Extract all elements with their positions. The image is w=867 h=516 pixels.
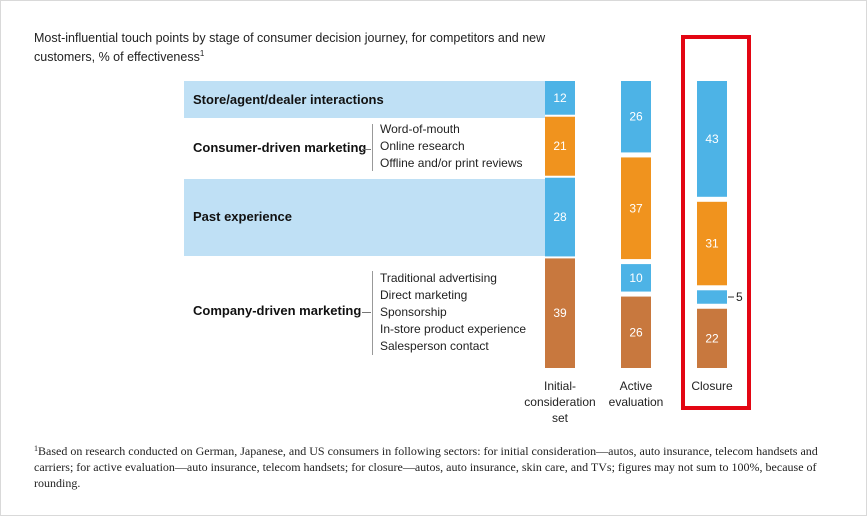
group-label-store: Store/agent/dealer interactions <box>193 92 384 107</box>
footnote: 1Based on research conducted on German, … <box>34 444 818 490</box>
bar-segment-closure-consumer <box>697 201 727 286</box>
bar-segment-initial-consideration-consumer <box>545 116 575 176</box>
touch-point-traditional-advertising: Traditional advertising <box>380 271 497 285</box>
chart-subtitle: Most-influential touch points by stage o… <box>34 31 546 64</box>
category-label-active-evaluation-line-1: Active <box>620 379 653 393</box>
touch-point-in-store-experience: In-store product experience <box>380 322 527 336</box>
value-label-closure-company: 22 <box>705 331 719 345</box>
value-label-closure-past: 5 <box>736 290 743 304</box>
category-label-initial-consideration-line-2: consideration <box>524 395 595 409</box>
bracket-company <box>372 271 373 355</box>
value-label-initial-consideration-consumer: 21 <box>553 139 567 153</box>
group-label-past: Past experience <box>193 209 293 224</box>
touch-point-online-research: Online research <box>380 139 465 153</box>
touch-point-offline-reviews: Offline and/or print reviews <box>380 156 523 170</box>
stacked-bar-chart: 12 21 28 39 Initial-consideration set 26 37 10 26… <box>524 81 743 425</box>
connector-consumer <box>362 149 371 150</box>
touch-point-direct-marketing: Direct marketing <box>380 288 468 302</box>
category-label-initial-consideration-line-1: Initial- <box>544 379 576 393</box>
touch-point-word-of-mouth: Word-of-mouth <box>380 122 460 136</box>
band-store <box>184 81 545 118</box>
bar-segment-active-evaluation-store <box>621 81 651 153</box>
group-label-company: Company-driven marketing <box>193 303 362 318</box>
bar-segment-active-evaluation-company <box>621 296 651 368</box>
band-past <box>184 179 545 256</box>
value-label-initial-consideration-store: 12 <box>553 91 567 105</box>
touch-point-salesperson-contact: Salesperson contact <box>380 339 489 353</box>
bar-segment-initial-consideration-past <box>545 177 575 257</box>
value-label-closure-consumer: 31 <box>705 237 719 251</box>
touch-point-sponsorship: Sponsorship <box>380 305 447 319</box>
value-label-active-evaluation-store: 26 <box>629 110 643 124</box>
value-label-initial-consideration-company: 39 <box>553 306 567 320</box>
category-label-active-evaluation-line-2: evaluation <box>609 395 664 409</box>
bar-segment-closure-company <box>697 308 727 368</box>
value-label-active-evaluation-past: 10 <box>629 271 643 285</box>
category-label-closure-line-1: Closure <box>691 379 733 393</box>
value-label-initial-consideration-past: 28 <box>553 210 567 224</box>
category-label-initial-consideration-line-3: set <box>552 411 569 425</box>
bar-segment-initial-consideration-company <box>545 258 575 368</box>
value-label-closure-store: 43 <box>705 132 719 146</box>
bracket-consumer <box>372 124 373 171</box>
value-label-active-evaluation-company: 26 <box>629 325 643 339</box>
group-label-consumer: Consumer-driven marketing <box>193 140 367 155</box>
bar-segment-active-evaluation-consumer <box>621 157 651 260</box>
bar-segment-closure-store <box>697 81 727 197</box>
bar-segment-initial-consideration-store <box>545 81 575 115</box>
connector-company <box>362 312 371 313</box>
bar-segment-closure-past <box>697 290 727 304</box>
closure-highlight-box <box>681 35 751 410</box>
value-label-active-evaluation-consumer: 37 <box>629 201 643 215</box>
bar-segment-active-evaluation-past <box>621 264 651 292</box>
